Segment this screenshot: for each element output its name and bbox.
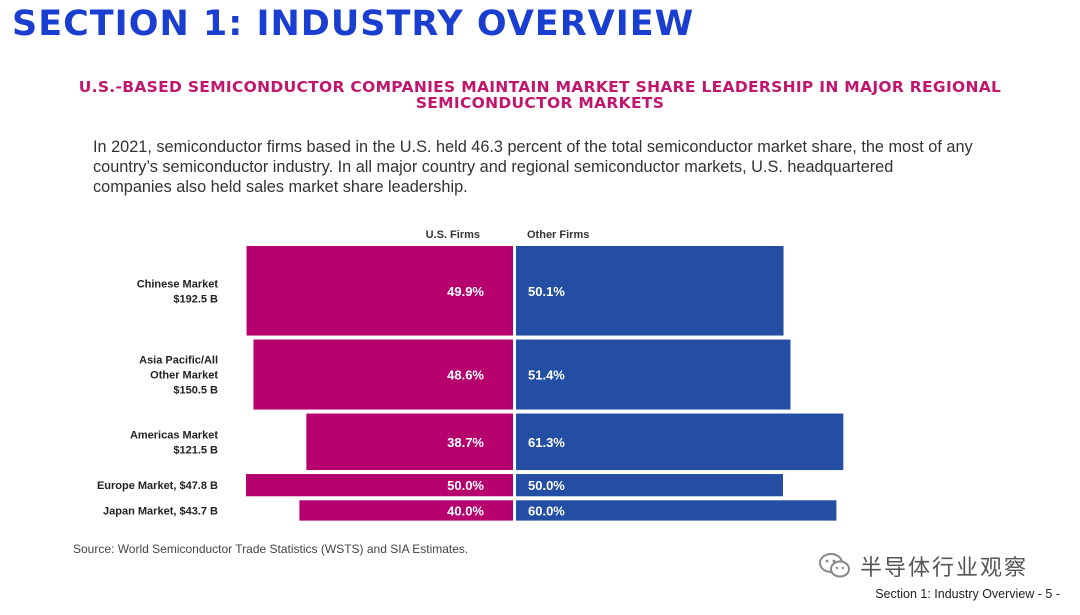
watermark-text: 半导体行业观察 xyxy=(860,556,1029,581)
bar-other-firms xyxy=(516,500,837,521)
category-label: Chinese Market $192.5 B xyxy=(137,278,219,305)
data-label-us: 50.0% xyxy=(447,478,484,493)
data-label-other: 50.1% xyxy=(528,284,565,299)
header-other-firms: Other Firms xyxy=(527,229,589,241)
data-label-us: 38.7% xyxy=(447,435,484,450)
wechat-logo-icon xyxy=(819,553,850,578)
data-label-other: 50.0% xyxy=(528,478,565,493)
section-title: SECTION 1: INDUSTRY OVERVIEW xyxy=(12,4,695,44)
chart-subtitle: U.S.-BASED SEMICONDUCTOR COMPANIES MAINT… xyxy=(78,78,1002,112)
source-note: Source: World Semiconductor Trade Statis… xyxy=(73,542,469,556)
data-label-other: 61.3% xyxy=(528,435,565,450)
data-label-other: 60.0% xyxy=(528,503,565,518)
market-share-chart: U.S. Firms Other Firms 49.9% 50.1% Chinese M… xyxy=(97,229,844,521)
data-label-us: 48.6% xyxy=(447,368,484,383)
page-footer: Section 1: Industry Overview - 5 - xyxy=(875,587,1060,601)
header-us-firms: U.S. Firms xyxy=(426,229,480,241)
category-label: Japan Market, $43.7 B xyxy=(103,505,218,517)
data-label-us: 40.0% xyxy=(447,503,484,518)
category-label: Europe Market, $47.8 B xyxy=(97,480,218,492)
bar-us-firms xyxy=(299,500,513,521)
data-label-other: 51.4% xyxy=(528,368,565,383)
category-label: Asia Pacific/All Other Market $150.5 B xyxy=(139,355,218,397)
body-paragraph: In 2021, semiconductor firms based in th… xyxy=(93,138,973,196)
bar-us-firms xyxy=(246,474,513,497)
category-label: Americas Market $121.5 B xyxy=(130,429,218,456)
bar-other-firms xyxy=(516,474,783,497)
bar-us-firms xyxy=(246,246,513,336)
bar-other-firms xyxy=(516,246,784,336)
watermark: 半导体行业观察 xyxy=(818,550,1028,582)
bar-us-firms xyxy=(253,339,513,410)
bar-us-firms xyxy=(306,413,513,471)
bar-other-firms xyxy=(516,413,844,471)
data-label-us: 49.9% xyxy=(447,284,484,299)
bar-other-firms xyxy=(516,339,791,410)
